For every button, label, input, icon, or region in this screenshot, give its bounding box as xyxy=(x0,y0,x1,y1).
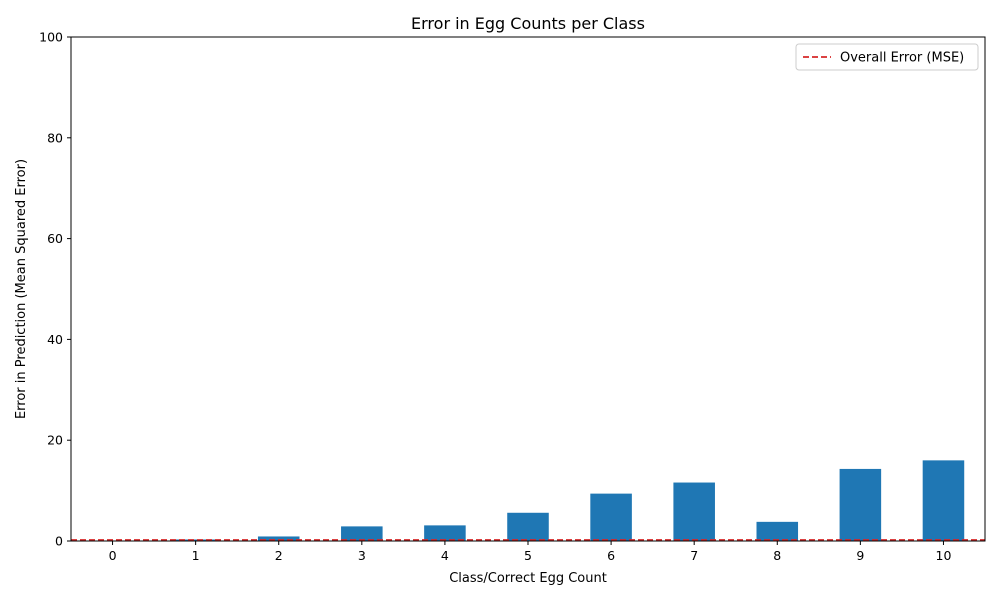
bar-class-6 xyxy=(590,493,632,541)
bar-class-2 xyxy=(257,536,300,541)
x-tick-label: 2 xyxy=(275,548,283,563)
y-axis-label: Error in Prediction (Mean Squared Error) xyxy=(14,159,29,419)
x-axis-ticks: 0 1 2 3 4 5 6 7 8 9 10 xyxy=(109,541,952,563)
bar-class-1 xyxy=(174,539,217,541)
x-tick-label: 1 xyxy=(192,548,200,563)
y-tick-label: 60 xyxy=(47,231,63,246)
y-axis-ticks: 0 20 40 60 80 100 xyxy=(39,30,71,549)
bar-class-5 xyxy=(507,512,549,541)
x-tick-label: 7 xyxy=(690,548,698,563)
y-tick-label: 0 xyxy=(55,534,63,549)
plot-frame xyxy=(70,36,986,542)
x-tick-label: 4 xyxy=(441,548,449,563)
x-tick-label: 5 xyxy=(524,548,532,563)
y-tick-label: 100 xyxy=(39,30,63,45)
x-tick-label: 6 xyxy=(607,548,615,563)
x-tick-label: 8 xyxy=(773,548,781,563)
bar-class-8 xyxy=(756,521,799,541)
x-tick-label: 10 xyxy=(936,548,952,563)
bars-group xyxy=(174,460,965,541)
x-tick-label: 9 xyxy=(856,548,864,563)
y-tick-label: 20 xyxy=(47,433,63,448)
x-tick-label: 0 xyxy=(109,548,117,563)
bar-class-3 xyxy=(341,526,383,541)
bar-class-7 xyxy=(673,482,715,541)
bar-class-9 xyxy=(839,468,882,541)
bar-class-4 xyxy=(424,525,466,541)
y-tick-label: 40 xyxy=(47,332,63,347)
legend-label-overall-error: Overall Error (MSE) xyxy=(840,51,964,66)
x-tick-label: 3 xyxy=(358,548,366,563)
bar-class-10 xyxy=(922,460,965,541)
legend-box xyxy=(795,43,979,71)
legend: Overall Error (MSE) xyxy=(795,43,979,71)
x-axis-label: Class/Correct Egg Count xyxy=(449,571,607,586)
chart-title: Error in Egg Counts per Class xyxy=(411,14,645,33)
y-tick-label: 80 xyxy=(47,130,63,145)
plot-area: 0 20 40 60 80 100 0 1 2 3 4 5 6 7 8 9 10 xyxy=(39,30,986,563)
